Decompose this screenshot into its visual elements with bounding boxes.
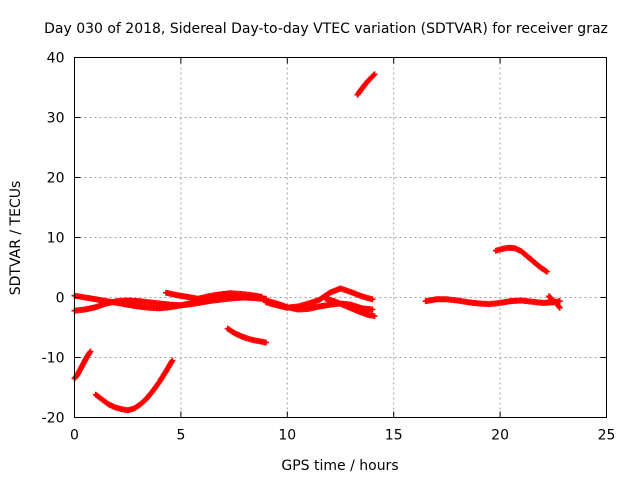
y-tick-label-2: 0 [56, 291, 65, 307]
y-tick-label-0: -20 [42, 411, 65, 427]
axis-ticks: 0 5 10 15 20 25 -20 -10 0 10 20 30 40 [42, 51, 616, 444]
x-tick-label-2: 10 [278, 428, 296, 444]
y-axis-label: SDTVAR / TECUs [8, 181, 24, 296]
data-point [543, 268, 550, 275]
data-series [71, 71, 563, 414]
series-s2 [92, 357, 176, 414]
x-tick-label-0: 0 [70, 428, 79, 444]
data-point [263, 339, 270, 346]
series-s12 [546, 293, 563, 311]
data-point [370, 72, 377, 79]
chart-title: Day 030 of 2018, Sidereal Day-to-day VTE… [44, 21, 608, 37]
series-s5 [163, 289, 265, 302]
data-point [369, 306, 376, 313]
data-point [369, 296, 376, 303]
data-point [258, 293, 265, 300]
series-s6 [224, 325, 270, 346]
grid-lines [74, 57, 607, 418]
data-point [169, 357, 176, 364]
y-tick-label-5: 30 [47, 111, 65, 127]
series-s13 [492, 244, 550, 275]
data-point [371, 313, 378, 320]
x-axis-label: GPS time / hours [281, 458, 398, 474]
series-s8 [263, 285, 376, 311]
x-tick-label-5: 25 [598, 428, 616, 444]
data-point [87, 348, 94, 355]
series-s9 [322, 295, 378, 320]
data-point [556, 304, 563, 311]
x-tick-label-4: 20 [491, 428, 509, 444]
y-tick-label-3: 10 [47, 231, 65, 247]
x-tick-label-3: 15 [385, 428, 403, 444]
y-tick-label-6: 40 [47, 51, 65, 67]
series-s10 [354, 71, 378, 98]
series-s11 [422, 296, 563, 308]
y-tick-label-1: -10 [42, 351, 65, 367]
data-point [371, 71, 378, 78]
y-tick-label-4: 20 [47, 171, 65, 187]
x-tick-label-1: 5 [176, 428, 185, 444]
series-s1 [71, 348, 94, 382]
data-point [556, 298, 563, 305]
